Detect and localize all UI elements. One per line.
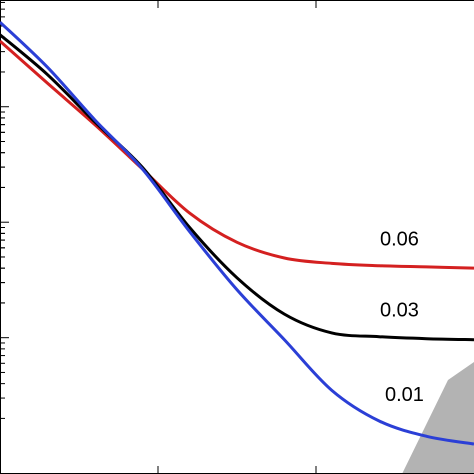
series-line <box>0 39 474 270</box>
series-label: 0.01 <box>385 384 424 406</box>
series-label: 0.03 <box>380 300 419 322</box>
series-line <box>0 21 474 446</box>
series-line <box>0 33 474 342</box>
gray-shape <box>402 362 474 474</box>
series-label: 0.06 <box>380 229 419 251</box>
